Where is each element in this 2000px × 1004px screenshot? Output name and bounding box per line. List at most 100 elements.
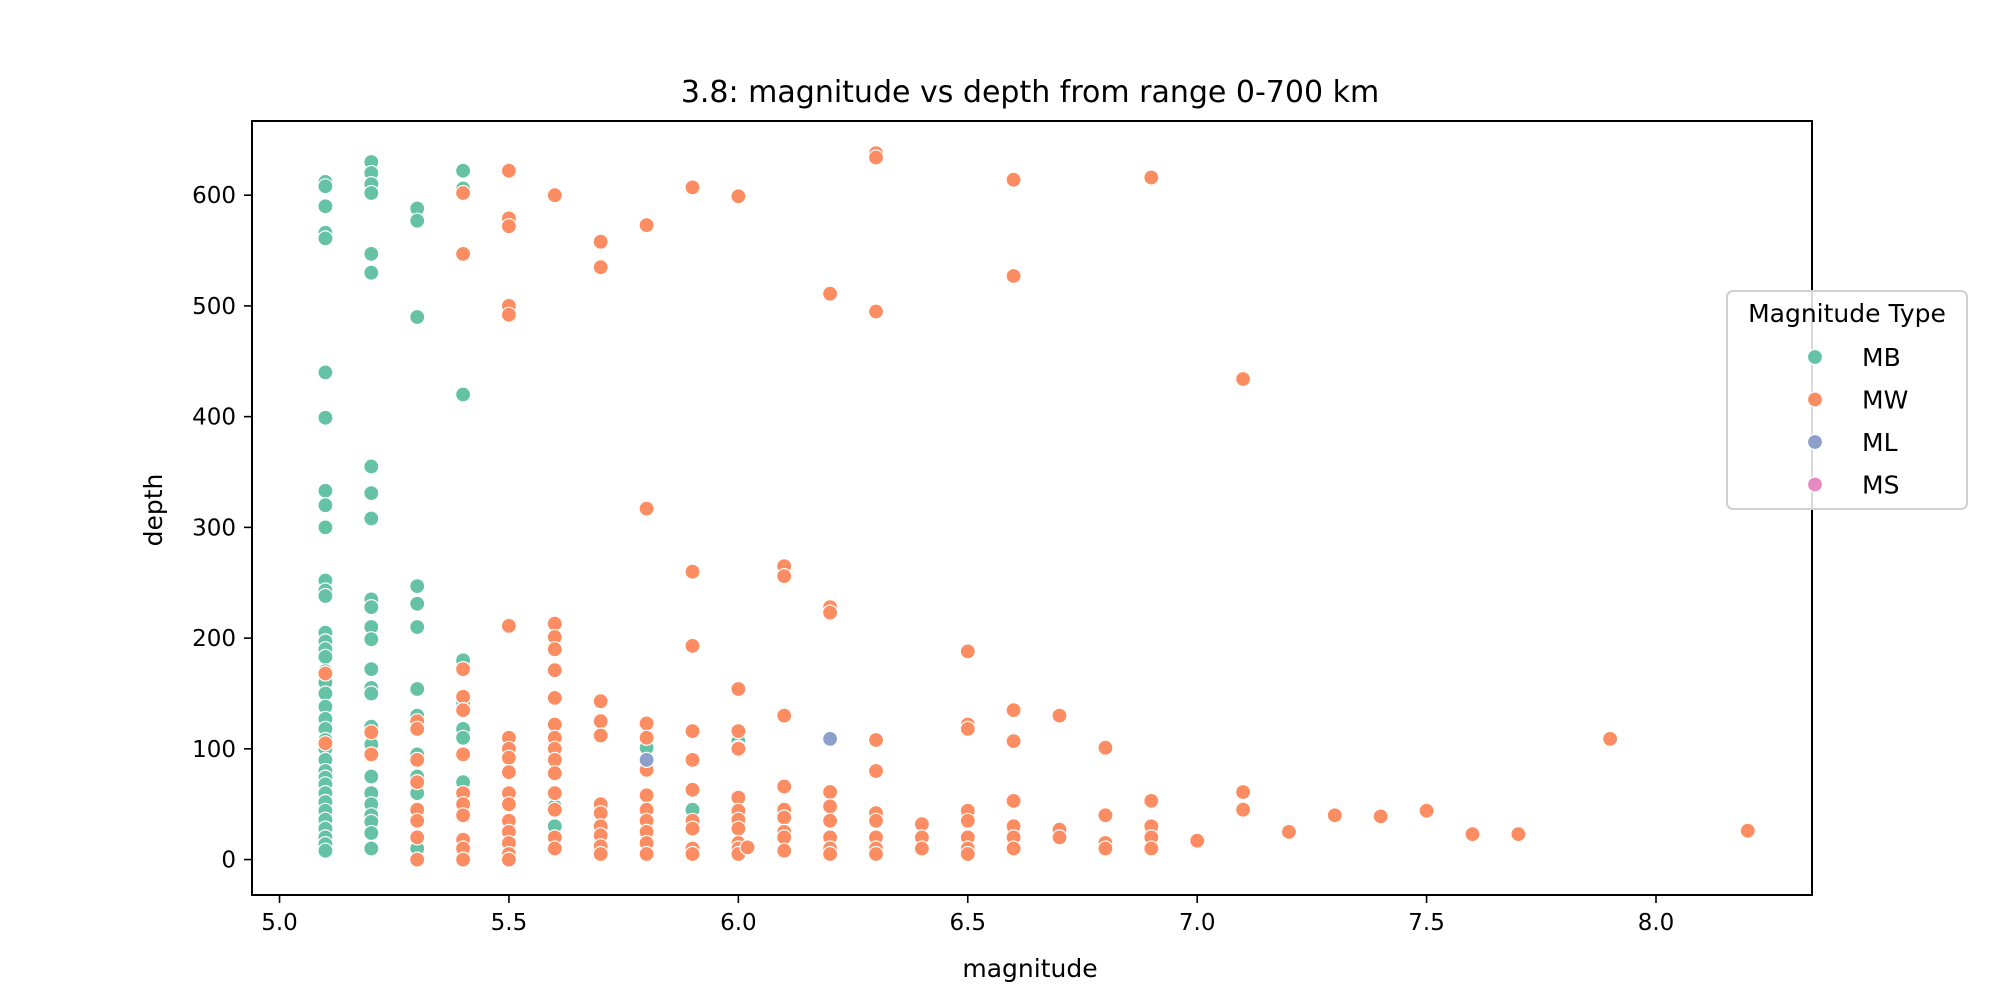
series-ml xyxy=(638,730,839,769)
data-point-mb xyxy=(363,660,380,678)
legend: Magnitude Type MB MW ML MS xyxy=(1726,290,1968,510)
legend-marker-mw xyxy=(1806,391,1824,408)
data-point-mw xyxy=(500,218,517,235)
data-point-mb xyxy=(317,364,334,381)
data-point-mb xyxy=(409,212,426,229)
data-point-mw xyxy=(546,840,563,857)
data-point-mw xyxy=(409,851,426,868)
data-point-mw xyxy=(363,724,380,741)
data-point-mb xyxy=(317,648,334,666)
data-point-mw xyxy=(409,829,426,846)
data-point-mw xyxy=(684,179,701,196)
data-point-mw xyxy=(1143,840,1160,857)
data-point-mw xyxy=(776,778,793,795)
data-point-mb xyxy=(409,308,426,326)
data-point-mw xyxy=(592,845,609,863)
data-point-mw xyxy=(730,722,747,740)
x-tick-label: 7.0 xyxy=(1179,910,1216,936)
data-point-mw xyxy=(546,689,563,707)
data-point-mw xyxy=(592,727,609,744)
data-point-mb xyxy=(317,587,334,605)
data-point-mw xyxy=(409,751,426,769)
series-mw xyxy=(317,145,1756,868)
data-point-mw xyxy=(638,787,655,804)
data-point-mb xyxy=(363,598,380,616)
data-point-mb xyxy=(409,618,426,636)
data-point-mb xyxy=(409,680,426,698)
data-point-mw xyxy=(867,845,885,863)
data-point-mw xyxy=(1005,267,1022,285)
y-tick-label: 600 xyxy=(192,183,236,209)
data-point-mb xyxy=(317,842,334,859)
data-point-mb xyxy=(363,685,380,702)
data-point-mb xyxy=(363,510,380,527)
y-axis-ticks: 0 100 200 300 400 500 600 xyxy=(192,183,252,874)
data-point-mw xyxy=(592,693,609,710)
data-point-mb xyxy=(363,768,380,785)
data-point-mw xyxy=(455,746,472,763)
data-point-mw xyxy=(684,820,701,837)
data-point-mw xyxy=(455,851,472,868)
data-point-mw xyxy=(821,604,839,621)
data-point-mb xyxy=(363,485,380,502)
data-point-mw xyxy=(1326,807,1343,824)
data-point-mw xyxy=(455,245,472,262)
legend-title: Magnitude Type xyxy=(1748,299,1946,328)
data-point-mw xyxy=(546,784,563,802)
data-point-mw xyxy=(1005,701,1022,719)
data-point-mb xyxy=(317,198,334,215)
data-point-mw xyxy=(1601,730,1619,748)
data-point-mw xyxy=(1051,707,1068,724)
data-point-mw xyxy=(959,720,976,738)
data-point-mb xyxy=(363,631,380,648)
data-point-mw xyxy=(867,731,885,749)
data-point-mw xyxy=(821,812,839,829)
data-point-mw xyxy=(867,812,885,829)
data-point-mw xyxy=(638,715,655,732)
data-point-mw xyxy=(1143,792,1160,810)
data-point-mw xyxy=(1097,807,1114,824)
data-point-mw xyxy=(363,746,380,763)
legend-box xyxy=(1726,290,1968,510)
data-point-mw xyxy=(684,751,701,769)
data-point-mw xyxy=(592,233,609,250)
data-point-mw xyxy=(1464,825,1481,843)
y-axis-label: depth xyxy=(139,474,168,547)
data-point-mb xyxy=(317,409,334,426)
data-point-mw xyxy=(821,783,839,801)
data-point-mw xyxy=(500,851,517,868)
data-point-mw xyxy=(684,563,701,580)
y-tick-label: 0 xyxy=(221,848,236,874)
x-axis-ticks: 5.0 5.5 6.0 6.5 7.0 7.5 8.0 xyxy=(261,895,1674,936)
data-point-mw xyxy=(409,773,426,791)
series-mb xyxy=(317,153,747,859)
y-tick-label: 100 xyxy=(192,737,236,763)
data-point-mb xyxy=(363,184,380,202)
data-point-mb xyxy=(363,458,380,475)
data-point-ml xyxy=(638,751,655,769)
data-point-mw xyxy=(1005,792,1022,810)
data-point-mw xyxy=(867,149,885,166)
x-tick-label: 5.5 xyxy=(491,910,528,936)
legend-entries: MB MW ML MS xyxy=(1806,343,1908,500)
data-point-mw xyxy=(776,567,793,585)
legend-label-ml: ML xyxy=(1862,428,1898,457)
legend-label-ms: MS xyxy=(1862,471,1899,500)
x-tick-label: 8.0 xyxy=(1638,910,1675,936)
y-tick-label: 400 xyxy=(192,405,236,431)
data-point-mw xyxy=(1005,840,1022,857)
data-point-mw xyxy=(776,809,793,826)
data-point-mw xyxy=(1372,808,1389,825)
x-axis-label: magnitude xyxy=(962,954,1097,983)
data-point-mw xyxy=(638,500,655,517)
data-point-mw xyxy=(546,187,563,204)
data-point-mw xyxy=(821,285,839,302)
chart-title: 3.8: magnitude vs depth from range 0-700… xyxy=(681,75,1379,110)
data-point-mw xyxy=(500,162,517,179)
data-point-mw xyxy=(730,188,747,205)
data-point-mw xyxy=(913,840,931,857)
data-point-mw xyxy=(959,643,976,660)
data-point-mb xyxy=(363,264,380,281)
data-point-mw xyxy=(1051,829,1068,846)
data-point-mw xyxy=(684,781,701,798)
